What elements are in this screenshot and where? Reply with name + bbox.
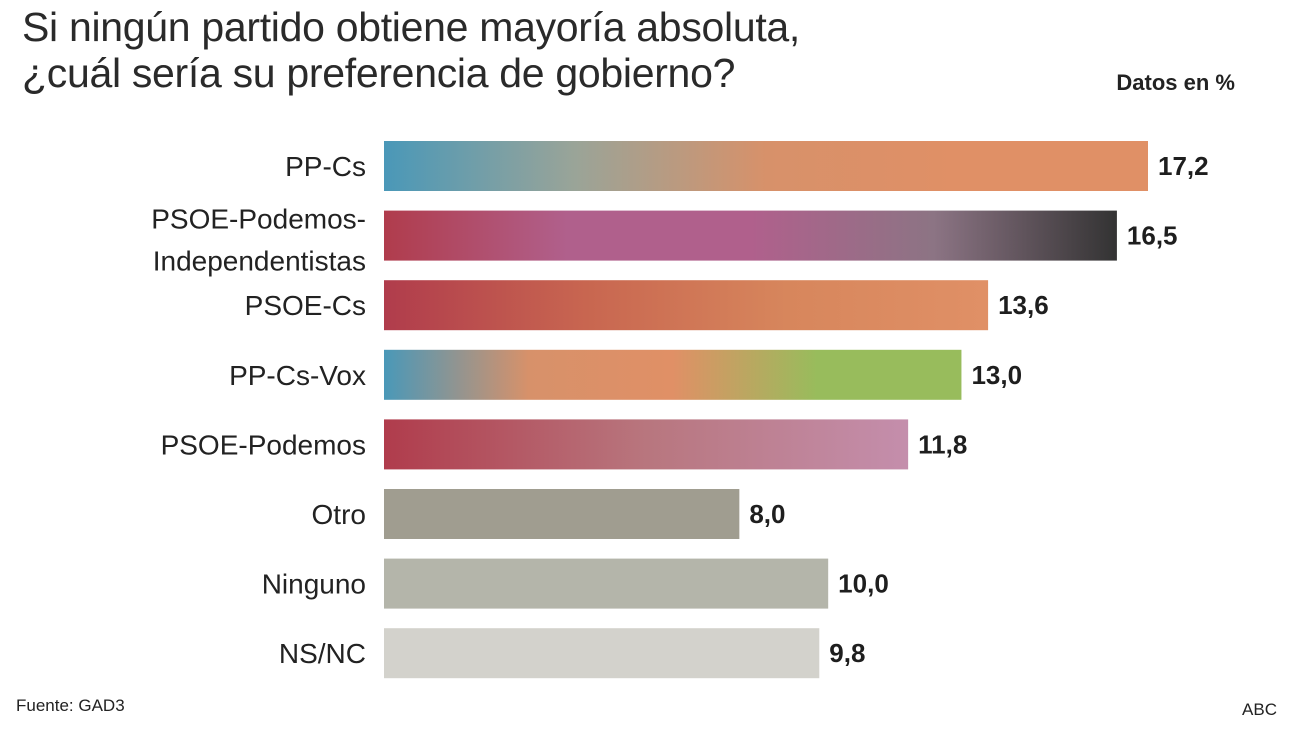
- category-label-5: Otro: [312, 499, 366, 530]
- value-label-7: 9,8: [829, 638, 865, 668]
- category-label-3: PP-Cs-Vox: [229, 360, 366, 391]
- source-note: Fuente: GAD3: [16, 696, 125, 715]
- chart-title-line-2: ¿cuál sería su preferencia de gobierno?: [22, 50, 736, 96]
- category-label-4: PSOE-Podemos: [161, 429, 366, 460]
- bar-4: [384, 419, 909, 470]
- chart-title-line-1: Si ningún partido obtiene mayoría absolu…: [22, 4, 801, 50]
- category-label-0: PP-Cs: [285, 151, 366, 182]
- credit-label: ABC: [1242, 700, 1277, 719]
- bar-3: [384, 349, 962, 400]
- bar-0: [384, 141, 1148, 191]
- value-label-3: 13,0: [971, 360, 1022, 390]
- value-label-1: 16,5: [1127, 221, 1178, 251]
- value-label-5: 8,0: [749, 499, 785, 529]
- category-label-6: Ninguno: [262, 569, 366, 600]
- value-label-2: 13,6: [998, 290, 1049, 320]
- category-label-2: PSOE-Cs: [245, 290, 366, 321]
- bar-1: [384, 210, 1117, 261]
- bar-6: [384, 558, 829, 609]
- units-note: Datos en %: [1116, 70, 1235, 95]
- category-label-7: NS/NC: [279, 638, 366, 669]
- value-label-0: 17,2: [1158, 151, 1209, 181]
- value-label-6: 10,0: [838, 569, 889, 599]
- bar-5: [384, 489, 740, 539]
- category-label-1-1: Independentistas: [153, 246, 366, 277]
- chart-title: Si ningún partido obtiene mayoría absolu…: [22, 4, 800, 96]
- category-label-1-0: PSOE-Podemos-: [151, 204, 366, 235]
- value-label-4: 11,8: [918, 429, 967, 459]
- bar-7: [384, 628, 820, 679]
- bar-2: [384, 280, 989, 331]
